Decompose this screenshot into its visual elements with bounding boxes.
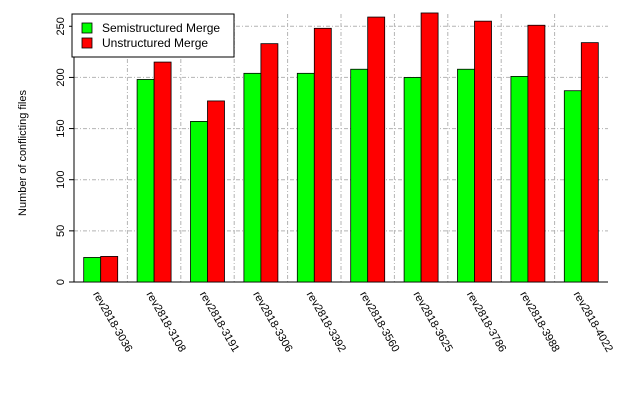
bars	[83, 12, 599, 283]
bar-semistructured	[510, 75, 529, 283]
bar-semistructured	[243, 72, 262, 283]
bar-unstructured	[420, 12, 439, 283]
x-tick-label: rev2818-3306	[250, 290, 294, 355]
x-tick-label: rev2818-3560	[357, 290, 401, 355]
y-tick-label: 0	[55, 279, 67, 285]
bar-semistructured	[350, 68, 369, 283]
bar-semistructured	[457, 68, 475, 283]
bar-semistructured	[403, 77, 422, 283]
x-tick-label: rev2818-3625	[411, 290, 455, 355]
y-tick-label: 200	[55, 68, 67, 86]
x-tick-label: rev2818-3988	[517, 290, 561, 355]
y-tick-label: 250	[55, 17, 67, 35]
bar-unstructured	[527, 24, 546, 283]
legend-swatch	[81, 37, 93, 49]
y-tick-label: 100	[55, 171, 67, 189]
bar-unstructured	[260, 43, 279, 283]
legend-swatch	[81, 22, 93, 34]
y-tick-label: 50	[55, 225, 67, 237]
bar-semistructured	[563, 90, 582, 283]
x-tick-label: rev2818-4022	[571, 290, 615, 355]
x-tick-label: rev2818-3392	[304, 290, 348, 355]
legend-label: Unstructured Merge	[102, 36, 208, 50]
bar-unstructured	[100, 256, 119, 283]
bar-semistructured	[296, 72, 315, 283]
x-tick-label: rev2818-3036	[90, 290, 134, 355]
bar-unstructured	[207, 100, 225, 283]
bar-unstructured	[313, 27, 332, 283]
bar-semistructured	[136, 79, 155, 283]
bar-unstructured	[153, 61, 172, 283]
bar-unstructured	[474, 20, 492, 283]
legend-box	[71, 13, 235, 58]
y-axis-label: Number of conflicting files	[17, 90, 29, 216]
bar-semistructured	[190, 121, 208, 283]
legend-label: Semistructured Merge	[102, 21, 220, 35]
x-tick-label: rev2818-3108	[144, 290, 188, 355]
bar-semistructured	[83, 257, 102, 283]
x-tick-label: rev2818-3191	[197, 290, 241, 355]
bar-unstructured	[580, 42, 599, 283]
y-tick-label: 150	[55, 119, 67, 137]
bar-unstructured	[367, 16, 386, 283]
x-tick-label: rev2818-3786	[464, 290, 508, 355]
